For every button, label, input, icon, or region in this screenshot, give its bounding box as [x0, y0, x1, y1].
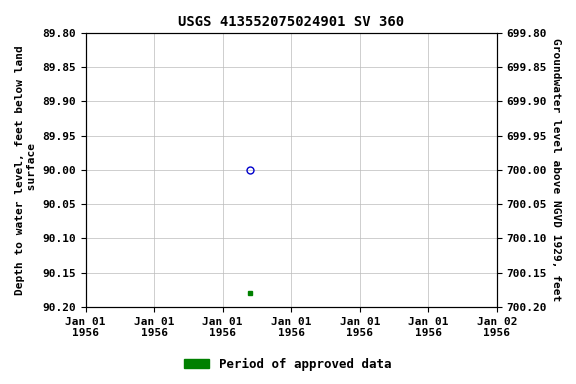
Legend: Period of approved data: Period of approved data: [179, 353, 397, 376]
Y-axis label: Depth to water level, feet below land
 surface: Depth to water level, feet below land su…: [15, 45, 37, 295]
Y-axis label: Groundwater level above NGVD 1929, feet: Groundwater level above NGVD 1929, feet: [551, 38, 561, 301]
Title: USGS 413552075024901 SV 360: USGS 413552075024901 SV 360: [178, 15, 404, 29]
